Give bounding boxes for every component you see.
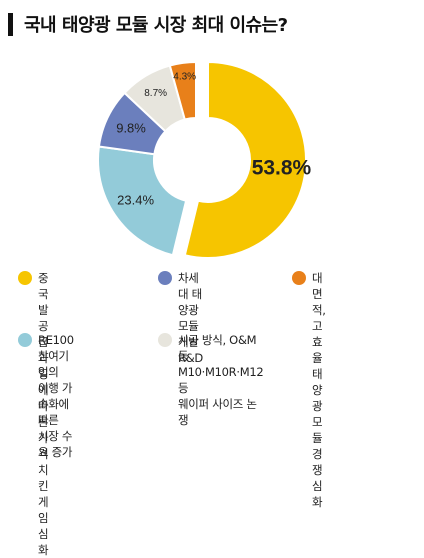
data-label-re100-demand: 23.4% [117, 192, 154, 207]
legend-swatch-lightblue [18, 333, 32, 347]
legend-label: 시공 방식, O&M 등 M10·M10R·M12 등 웨이퍼 사이즈 논쟁 [178, 333, 264, 427]
slice-large-area [168, 60, 197, 121]
legend-swatch-yellow [18, 271, 32, 285]
slice-re100-demand [97, 145, 188, 257]
legend-label: RE100 참여기업의 이행 가속화에 따른 시장 수요 증가 [38, 333, 74, 459]
data-label-next-gen-rnd: 9.8% [116, 120, 146, 135]
data-label-large-area: 4.3% [173, 71, 196, 82]
title-bar-accent [8, 13, 13, 36]
legend-label: 대면적, 고효율 태양광 모듈 경쟁 심화 [312, 271, 326, 509]
slice-price-competition [183, 60, 307, 259]
legend-swatch-orange [292, 271, 306, 285]
chart-title: 국내 태양광 모듈 시장 최대 이슈는? [24, 15, 288, 36]
data-label-wafer-size: 8.7% [144, 88, 167, 99]
legend-label: 차세대 태양광 모듈 개발 R&D [178, 271, 203, 365]
data-label-price-competition: 53.8% [252, 156, 312, 179]
legend-swatch-beige [158, 333, 172, 347]
legend-swatch-blue [158, 271, 172, 285]
donut-chart: 53.8% 23.4% 9.8% 8.7% 4.3% [97, 60, 312, 259]
